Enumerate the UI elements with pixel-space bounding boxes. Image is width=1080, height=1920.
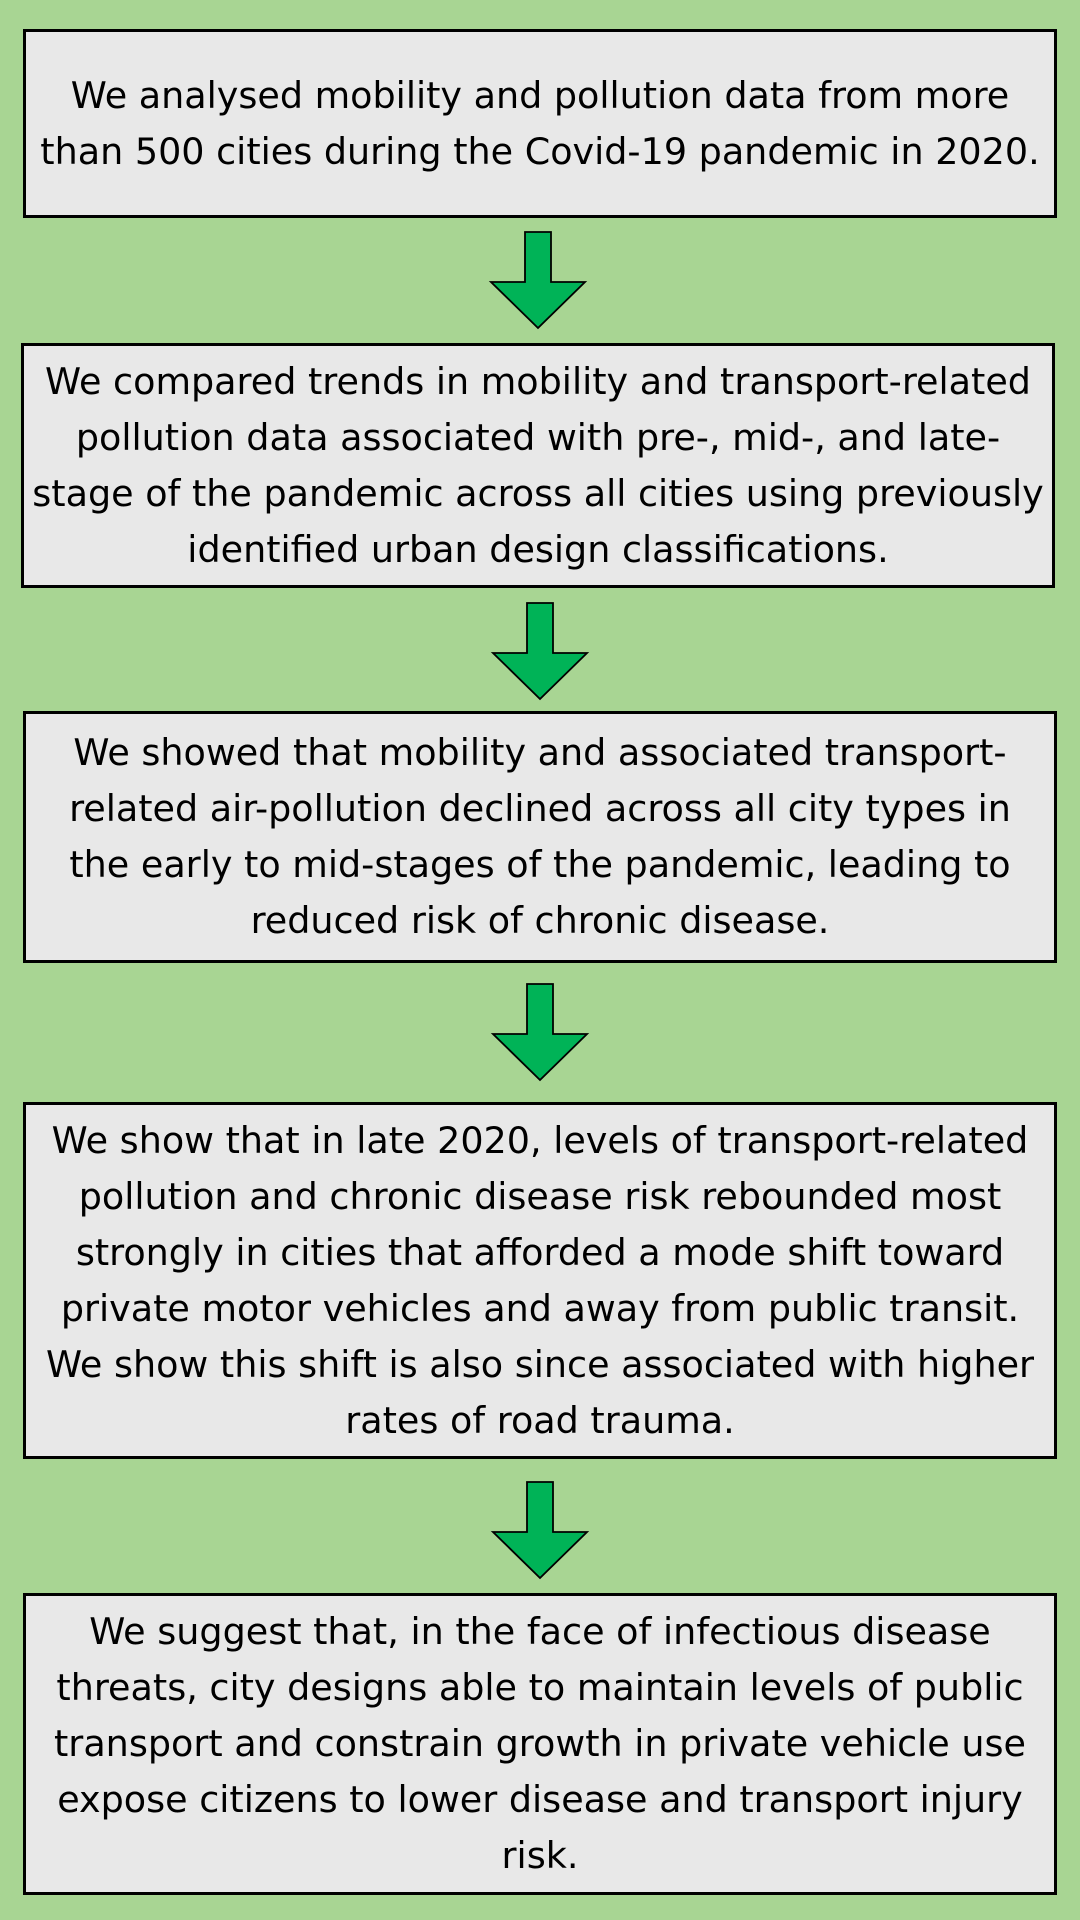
down-arrow-icon [490, 1480, 590, 1580]
step-3-box: We showed that mobility and associated t… [23, 711, 1057, 963]
step-5-box: We suggest that, in the face of infectio… [23, 1593, 1057, 1895]
step-1-text: We analysed mobility and pollution data … [40, 73, 1040, 173]
step-1-box: We analysed mobility and pollution data … [23, 29, 1057, 218]
step-4-text: We show that in late 2020, levels of tra… [45, 1118, 1035, 1442]
down-arrow-icon [488, 230, 588, 330]
step-4-box: We show that in late 2020, levels of tra… [23, 1102, 1057, 1459]
down-arrow-icon [490, 601, 590, 701]
step-2-text: We compared trends in mobility and trans… [32, 359, 1044, 571]
step-5-text: We suggest that, in the face of infectio… [54, 1610, 1026, 1877]
down-arrow-icon [490, 982, 590, 1082]
step-2-box: We compared trends in mobility and trans… [21, 343, 1055, 588]
step-3-text: We showed that mobility and associated t… [69, 731, 1011, 942]
